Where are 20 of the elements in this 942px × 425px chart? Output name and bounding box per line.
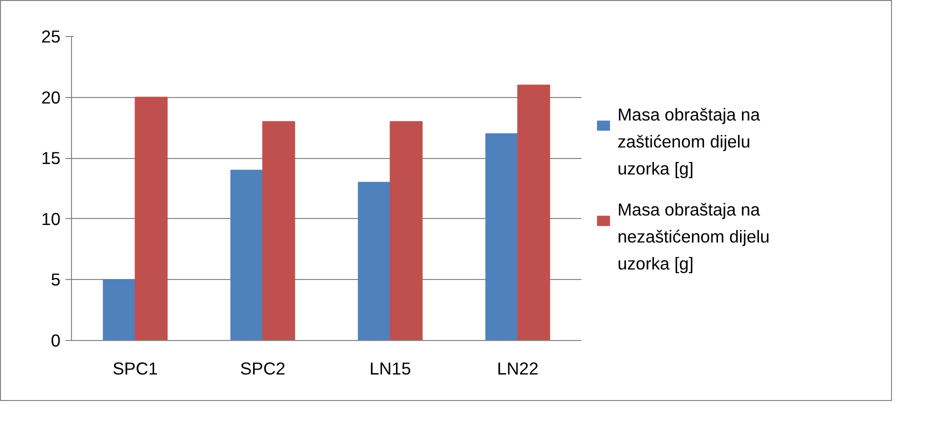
y-tick-label: 5	[50, 270, 61, 290]
x-tick-label: LN22	[497, 358, 538, 378]
bar	[102, 279, 136, 340]
x-tick-label: SPC1	[112, 358, 158, 378]
bar	[517, 84, 550, 340]
bar	[390, 121, 423, 340]
bar	[485, 133, 518, 340]
legend-label: Masa obraštaja na zaštićenom dijelu uzorka [g]	[618, 104, 760, 178]
x-tick-label: LN15	[370, 358, 411, 378]
y-tick-label: 0	[50, 330, 61, 350]
bar	[134, 96, 168, 340]
bar	[230, 170, 264, 340]
x-tick-label: SPC2	[240, 358, 286, 378]
y-tick-label: 15	[41, 148, 61, 168]
bar	[358, 182, 391, 340]
y-tick-label: 20	[41, 87, 61, 108]
legend-label: Masa obraštaja na nezaštićenom dijelu uzorka [g]	[618, 200, 770, 274]
y-tick-label: 10	[41, 208, 61, 229]
bar	[262, 121, 296, 340]
y-tick-label: 25	[41, 26, 61, 46]
